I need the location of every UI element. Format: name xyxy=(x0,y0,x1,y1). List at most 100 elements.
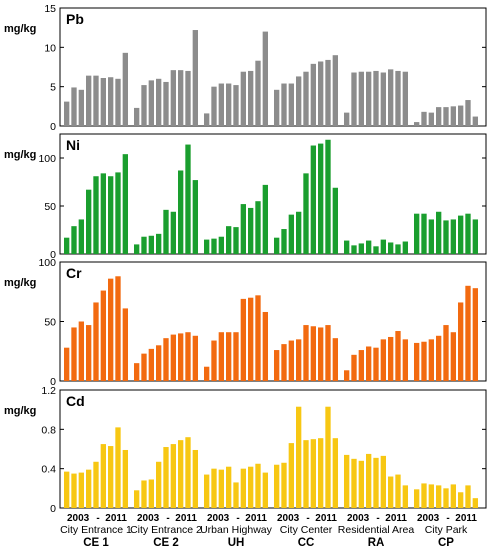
bar-cd-uh-3 xyxy=(226,466,232,508)
bar-ni-ce2-6 xyxy=(178,170,184,254)
bar-pb-ce2-0 xyxy=(134,107,140,126)
bar-pb-ce1-8 xyxy=(122,52,128,127)
bar-cd-cc-2 xyxy=(288,443,294,508)
year-end-label: 2011 xyxy=(105,513,127,524)
site-name-label: Urban Highway xyxy=(200,524,273,536)
bar-cd-cp-7 xyxy=(465,485,471,508)
bar-cr-cp-8 xyxy=(472,288,478,381)
bar-cr-ce1-7 xyxy=(115,276,121,381)
bar-cd-cc-6 xyxy=(318,438,324,508)
bar-pb-cp-2 xyxy=(428,112,434,126)
bar-cd-ce1-7 xyxy=(115,427,121,508)
y-tick-label: 0 xyxy=(50,503,56,515)
bar-cr-cc-6 xyxy=(318,327,324,381)
bar-cr-uh-1 xyxy=(211,340,217,381)
bar-pb-ra-4 xyxy=(373,70,379,126)
metal-label: Cr xyxy=(66,265,82,281)
bar-ni-ra-1 xyxy=(351,245,357,254)
bar-cd-uh-5 xyxy=(240,468,246,508)
bar-cd-ra-2 xyxy=(358,460,364,508)
bar-cd-ra-7 xyxy=(395,474,401,508)
bar-cr-cp-0 xyxy=(414,342,420,381)
y-tick-label: 50 xyxy=(44,317,56,329)
bar-pb-ce1-1 xyxy=(71,87,77,126)
bar-cd-ce1-8 xyxy=(122,449,128,508)
site-name-label: City Center xyxy=(280,524,333,536)
bar-ni-cp-3 xyxy=(436,211,442,254)
bar-cd-ce1-3 xyxy=(86,469,92,508)
bar-cr-uh-2 xyxy=(218,332,224,381)
bar-ni-cp-8 xyxy=(472,219,478,254)
bar-pb-ra-2 xyxy=(358,71,364,126)
y-tick-label: 0 xyxy=(50,121,56,133)
bar-cr-ce1-6 xyxy=(108,278,114,381)
bar-ni-cp-0 xyxy=(414,213,420,254)
bar-pb-cc-7 xyxy=(325,59,331,126)
bar-cr-ce1-5 xyxy=(100,290,106,381)
bar-pb-cp-3 xyxy=(436,107,442,126)
bar-ni-ce2-0 xyxy=(134,244,140,254)
bar-cr-ce2-6 xyxy=(178,333,184,381)
bar-pb-ra-6 xyxy=(388,69,394,126)
bar-ni-ce1-0 xyxy=(64,237,70,254)
bar-ni-ce1-3 xyxy=(86,189,92,254)
bar-cd-cp-8 xyxy=(472,498,478,508)
bar-ni-ra-4 xyxy=(373,246,379,254)
bar-cr-ce2-8 xyxy=(192,335,198,381)
bar-pb-ra-5 xyxy=(380,72,386,126)
site-code-label: CE 1 xyxy=(83,537,109,549)
bar-cr-ce2-2 xyxy=(148,348,154,381)
bar-pb-ce1-5 xyxy=(100,78,106,126)
bar-pb-ce1-6 xyxy=(108,77,114,126)
year-end-label: 2011 xyxy=(455,513,477,524)
unit-label: mg/kg xyxy=(4,23,36,35)
bar-ni-ra-7 xyxy=(395,244,401,254)
y-tick-label: 50 xyxy=(44,201,56,213)
bar-ni-ra-0 xyxy=(344,240,350,254)
bar-cr-ra-6 xyxy=(388,336,394,381)
bar-pb-cp-4 xyxy=(443,107,449,126)
bar-cd-ce1-1 xyxy=(71,473,77,508)
bar-cd-cp-5 xyxy=(450,484,456,508)
bar-cd-uh-7 xyxy=(255,463,261,508)
bar-ni-ce1-5 xyxy=(100,173,106,254)
site-code-label: CE 2 xyxy=(153,537,179,549)
bar-cr-cc-1 xyxy=(281,344,287,381)
year-start-label: 2003 xyxy=(207,513,230,524)
bar-pb-ce2-5 xyxy=(170,70,176,126)
bar-ni-uh-8 xyxy=(262,184,268,254)
bar-cr-ce2-4 xyxy=(163,338,169,381)
bar-ni-ce1-7 xyxy=(115,172,121,254)
bar-ni-uh-5 xyxy=(240,204,246,254)
y-tick-label: 100 xyxy=(38,257,56,269)
bar-cr-ce1-0 xyxy=(64,347,70,381)
bar-cr-ra-1 xyxy=(351,354,357,381)
site-code-label: CP xyxy=(438,537,454,549)
bar-pb-cc-2 xyxy=(288,83,294,126)
bar-ni-ce2-5 xyxy=(170,211,176,254)
metal-label: Pb xyxy=(66,11,84,27)
year-end-label: 2011 xyxy=(175,513,197,524)
bar-pb-ra-3 xyxy=(366,71,372,126)
bar-cd-cc-0 xyxy=(274,464,280,508)
bar-ni-cc-5 xyxy=(310,145,316,254)
bar-cr-uh-7 xyxy=(255,295,261,381)
bar-pb-cc-0 xyxy=(274,89,280,126)
bar-cd-ce1-2 xyxy=(78,472,84,508)
year-start-label: 2003 xyxy=(417,513,440,524)
bar-cd-ra-6 xyxy=(388,476,394,508)
bar-cd-cp-1 xyxy=(421,483,427,508)
bar-cd-ce1-0 xyxy=(64,471,70,508)
bar-pb-uh-4 xyxy=(233,85,239,126)
bar-cd-cp-3 xyxy=(436,485,442,508)
bar-ni-cc-0 xyxy=(274,237,280,254)
year-start-label: 2003 xyxy=(67,513,90,524)
bar-cr-uh-6 xyxy=(248,297,254,381)
bar-cr-cc-2 xyxy=(288,340,294,381)
bar-cd-ra-5 xyxy=(380,455,386,508)
bar-cd-ce2-1 xyxy=(141,480,147,508)
site-name-label: City Park xyxy=(425,524,468,536)
y-tick-label: 10 xyxy=(44,42,56,54)
bar-ni-cp-1 xyxy=(421,213,427,254)
